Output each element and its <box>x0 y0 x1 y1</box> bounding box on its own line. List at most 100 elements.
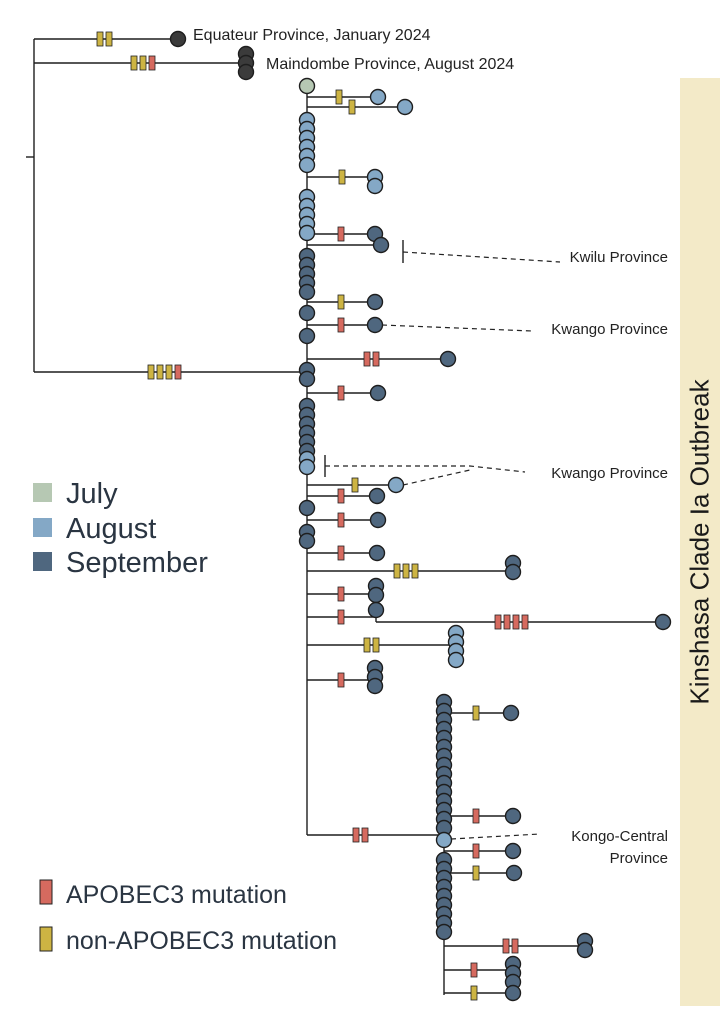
tip-11 <box>298 156 316 174</box>
mutation-21 <box>337 512 345 528</box>
tip-40 <box>366 177 384 195</box>
legend-label-august: August <box>66 513 156 545</box>
mutation-9 <box>174 364 182 380</box>
tip-42 <box>372 236 390 254</box>
label-kwango-1: Kwango Province <box>551 321 668 338</box>
label-kongo-central-2: Province <box>610 850 668 867</box>
label-kwango-2: Kwango Province <box>551 465 668 482</box>
mutation-28 <box>494 614 502 630</box>
mutation-25 <box>411 563 419 579</box>
tip-37 <box>369 88 387 106</box>
mutation-4 <box>139 55 147 71</box>
label-equateur: Equateur Province, January 2024 <box>193 27 431 44</box>
mutation-markers <box>96 31 529 1001</box>
tip-33 <box>298 458 316 476</box>
mutation-10 <box>335 89 343 105</box>
mutation-8 <box>165 364 173 380</box>
mutation-26 <box>337 586 345 602</box>
mutation-20 <box>337 488 345 504</box>
tip-38 <box>396 98 414 116</box>
mutation-1 <box>96 31 104 47</box>
tip-89 <box>502 704 520 722</box>
legend-swatch-apobec3 <box>39 879 53 905</box>
outbreak-band <box>680 78 720 1006</box>
tip-91 <box>504 842 522 860</box>
mutation-36 <box>361 827 369 843</box>
mutation-27 <box>337 609 345 625</box>
mutation-2 <box>105 31 113 47</box>
callout-line <box>402 469 471 486</box>
tree-tips <box>169 30 672 1002</box>
tip-48 <box>368 487 386 505</box>
tip-52 <box>504 563 522 581</box>
tip-94 <box>576 941 594 959</box>
mutation-41 <box>502 938 510 954</box>
legend-swatch-non-apobec3 <box>39 926 53 952</box>
tip-49 <box>369 511 387 529</box>
mutation-24 <box>402 563 410 579</box>
legend-swatch-july <box>33 483 52 502</box>
label-maindombe: Maindombe Province, August 2024 <box>266 56 514 73</box>
tip-45 <box>439 350 457 368</box>
mutation-11 <box>348 99 356 115</box>
tip-34 <box>298 499 316 517</box>
callout-line <box>381 324 533 332</box>
mutation-42 <box>511 938 519 954</box>
mutation-19 <box>351 477 359 493</box>
callout-line <box>325 465 526 473</box>
tip-46 <box>369 384 387 402</box>
mutation-5 <box>148 55 156 71</box>
tip-1 <box>169 30 187 48</box>
tip-44 <box>366 316 384 334</box>
tip-16 <box>298 224 316 242</box>
mutation-13 <box>337 226 345 242</box>
legend-label-september: September <box>66 547 208 579</box>
tip-36 <box>298 532 316 550</box>
mutation-32 <box>363 637 371 653</box>
mutation-12 <box>338 169 346 185</box>
tip-88 <box>435 923 453 941</box>
legend-months: July August September <box>33 478 208 579</box>
tip-54 <box>367 586 385 604</box>
legend-label-non-apobec3: non-APOBEC3 mutation <box>66 927 337 955</box>
tip-98 <box>504 984 522 1002</box>
mutation-6 <box>147 364 155 380</box>
label-kongo-central-1: Kongo-Central <box>571 828 668 845</box>
mutation-39 <box>472 843 480 859</box>
mutation-33 <box>372 637 380 653</box>
tip-56 <box>367 601 385 619</box>
tip-92 <box>505 864 523 882</box>
callout-line <box>450 833 541 840</box>
tip-25 <box>298 370 316 388</box>
legend-label-apobec3: APOBEC3 mutation <box>66 881 287 909</box>
mutation-15 <box>337 317 345 333</box>
tip-43 <box>366 293 384 311</box>
mutation-37 <box>472 705 480 721</box>
tip-21 <box>298 283 316 301</box>
legend-swatch-august <box>33 518 52 537</box>
mutation-30 <box>512 614 520 630</box>
legend-mutations: APOBEC3 mutation non-APOBEC3 mutation <box>39 879 337 955</box>
mutation-34 <box>337 672 345 688</box>
mutation-3 <box>130 55 138 71</box>
callout-line <box>402 251 561 263</box>
mutation-29 <box>503 614 511 630</box>
legend-label-july: July <box>66 478 118 510</box>
tip-5 <box>298 77 316 95</box>
tip-63 <box>366 677 384 695</box>
mutation-22 <box>337 545 345 561</box>
mutation-31 <box>521 614 529 630</box>
mutation-35 <box>352 827 360 843</box>
tip-23 <box>298 327 316 345</box>
tip-50 <box>368 544 386 562</box>
tip-79 <box>435 831 453 849</box>
mutation-38 <box>472 808 480 824</box>
tip-22 <box>298 304 316 322</box>
mutation-23 <box>393 563 401 579</box>
mutation-17 <box>372 351 380 367</box>
callout-lines <box>325 251 561 840</box>
mutation-16 <box>363 351 371 367</box>
mutation-40 <box>472 865 480 881</box>
mutation-14 <box>337 294 345 310</box>
